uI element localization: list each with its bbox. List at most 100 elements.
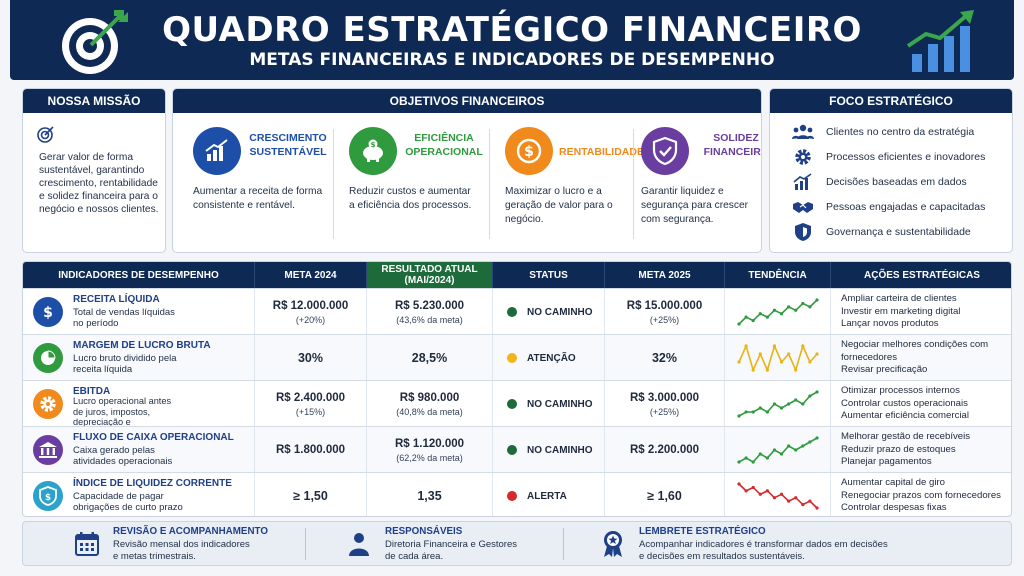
- footer-review: REVISÃO E ACOMPANHAMENTO Revisão mensal …: [73, 522, 303, 565]
- trend-point: [793, 448, 797, 452]
- trend-point: [779, 452, 783, 456]
- trend-point: [751, 410, 755, 414]
- meta-2024-cell: R$ 12.000.000 (+20%): [255, 289, 367, 335]
- trend-line: [738, 391, 817, 417]
- trend-point: [772, 308, 776, 312]
- objective-name: RENTABILIDADE: [559, 146, 644, 158]
- indicator-desc: Caixa gerado pelas atividades operaciona…: [73, 445, 173, 467]
- trend-point: [765, 315, 769, 319]
- trend-point: [779, 312, 783, 316]
- status-cell: NO CAMINHO: [493, 427, 605, 473]
- action-item: Investir em marketing digital: [841, 305, 961, 317]
- result-sub: (62,2% da meta): [396, 452, 463, 463]
- trend-point: [814, 390, 819, 394]
- status-dot: [507, 491, 517, 501]
- result-cell: R$ 5.230.000 (43,6% da meta): [367, 289, 493, 335]
- trend-point: [765, 368, 769, 372]
- calendar-icon: [73, 530, 101, 558]
- trend-point: [736, 322, 741, 326]
- col-header-tendencia: TENDÊNCIA: [725, 262, 831, 288]
- meta-2024-cell: R$ 2.400.000 (+15%): [255, 381, 367, 427]
- meta-2025-cell: R$ 2.200.000: [605, 427, 725, 473]
- footer-title: RESPONSÁVEIS: [385, 526, 463, 537]
- trend-point: [793, 398, 797, 402]
- footer-title: REVISÃO E ACOMPANHAMENTO: [113, 526, 268, 537]
- focus-label: Processos eficientes e inovadores: [826, 151, 986, 163]
- dollar-icon: $: [33, 297, 63, 327]
- divider: [333, 129, 334, 239]
- trend-cell: [725, 427, 831, 473]
- trend-point: [758, 452, 762, 456]
- footer-responsibles: RESPONSÁVEIS Diretoria Financeira e Gest…: [345, 522, 565, 565]
- divider: [305, 528, 306, 560]
- status-cell: NO CAMINHO: [493, 289, 605, 335]
- indicator-name: MARGEM DE LUCRO BRUTA: [73, 340, 211, 351]
- result-sub: (40,8% da meta): [396, 406, 463, 417]
- result-value: R$ 5.230.000: [394, 299, 465, 312]
- trend-point: [751, 485, 755, 490]
- trend-point: [736, 414, 741, 418]
- status-cell: NO CAMINHO: [493, 381, 605, 427]
- footer-desc-line: e decisões em resultados sustentáveis.: [639, 551, 805, 562]
- objective-desc: Reduzir custos e aumentar a eficiência d…: [349, 186, 472, 211]
- focus-item: Pessoas engajadas e capacitadas: [792, 196, 1012, 218]
- focus-label: Decisões baseadas em dados: [826, 176, 967, 188]
- result-value: 28,5%: [411, 351, 448, 365]
- meta-2025-value: R$ 2.200.000: [629, 444, 700, 456]
- trend-point: [743, 410, 748, 414]
- indicator-cell: EBITDA Lucro operacional antes de juros,…: [23, 381, 255, 438]
- objective-name: SOLIDEZ FINANCEIRA: [703, 132, 762, 158]
- growth-bars-icon: [906, 10, 974, 72]
- page-subtitle: METAS FINANCEIRAS E INDICADORES DE DESEM…: [249, 50, 775, 70]
- actions-cell: Otimizar processos internos Controlar cu…: [831, 381, 1011, 427]
- footer-desc: Revisão mensal dos indicadores e metas tr…: [113, 539, 250, 563]
- trend-point: [814, 298, 819, 302]
- footer-reminder: LEMBRETE ESTRATÉGICO Acompanhar indicado…: [599, 522, 899, 565]
- objective-rentabilidade: $ RENTABILIDADE Maximizar o lucro e a ge…: [485, 123, 644, 241]
- divider: [489, 129, 490, 239]
- table-body: $ RECEITA LÍQUIDA Total de vendas líquid…: [23, 288, 1011, 516]
- actions-cell: Aumentar capital de giro Renegociar praz…: [831, 473, 1011, 516]
- indicator-cell: $ RECEITA LÍQUIDA Total de vendas líquid…: [23, 289, 255, 335]
- dollar-coin-icon: $: [505, 127, 553, 175]
- action-item: Aumentar eficiência comercial: [841, 410, 969, 422]
- trend-point: [814, 506, 819, 510]
- svg-text:$: $: [45, 493, 51, 503]
- focus-item: Clientes no centro da estratégia: [792, 121, 1012, 143]
- handshake-icon: [792, 196, 814, 218]
- trend-sparkline: [736, 482, 819, 510]
- trend-cell: [725, 381, 831, 427]
- focus-title: FOCO ESTRATÉGICO: [770, 89, 1012, 113]
- trend-line: [737, 299, 818, 325]
- status-dot: [507, 399, 517, 409]
- action-item: Reduzir prazo de estoques: [841, 443, 956, 455]
- action-item: Controlar despesas fixas: [841, 502, 947, 514]
- status-dot: [507, 353, 517, 363]
- objective-eficiencia: $ EFICIÊNCIA OPERACIONAL Reduzir custos …: [329, 123, 483, 241]
- trend-point: [807, 440, 812, 444]
- trend-point: [800, 444, 804, 448]
- kpi-table: INDICADORES DE DESEMPENHO META 2024 RESU…: [22, 261, 1012, 517]
- action-item: Melhorar gestão de recebíveis: [841, 431, 971, 443]
- focus-label: Governança e sustentabilidade: [826, 226, 971, 238]
- bar-chart-icon: [792, 171, 814, 193]
- trend-line: [737, 343, 818, 373]
- indicator-name: ÍNDICE DE LIQUIDEZ CORRENTE: [73, 478, 232, 489]
- trend-point: [765, 410, 769, 414]
- objective-name: EFICIÊNCIA OPERACIONAL: [405, 132, 483, 158]
- indicator-name: RECEITA LÍQUIDA: [73, 294, 160, 305]
- action-item: Revisar precificação: [841, 364, 928, 376]
- trend-point: [786, 305, 790, 309]
- indicator-name: FLUXO DE CAIXA OPERACIONAL: [73, 432, 234, 443]
- trend-point: [800, 344, 804, 348]
- meta-2024-cell: R$ 1.800.000: [255, 427, 367, 473]
- objective-crescimento: CRESCIMENTO SUSTENTÁVEL Aumentar a recei…: [173, 123, 327, 241]
- objective-desc: Garantir liquidez e segurança para cresc…: [641, 186, 749, 225]
- result-cell: 1,35: [367, 473, 493, 516]
- status-badge: NO CAMINHO: [527, 398, 593, 410]
- actions-cell: Melhorar gestão de recebíveis Reduzir pr…: [831, 427, 1011, 473]
- meta-2025-cell: 32%: [605, 335, 725, 381]
- trend-point: [807, 394, 812, 398]
- trend-point: [800, 402, 804, 406]
- piggy-bank-icon: $: [349, 127, 397, 175]
